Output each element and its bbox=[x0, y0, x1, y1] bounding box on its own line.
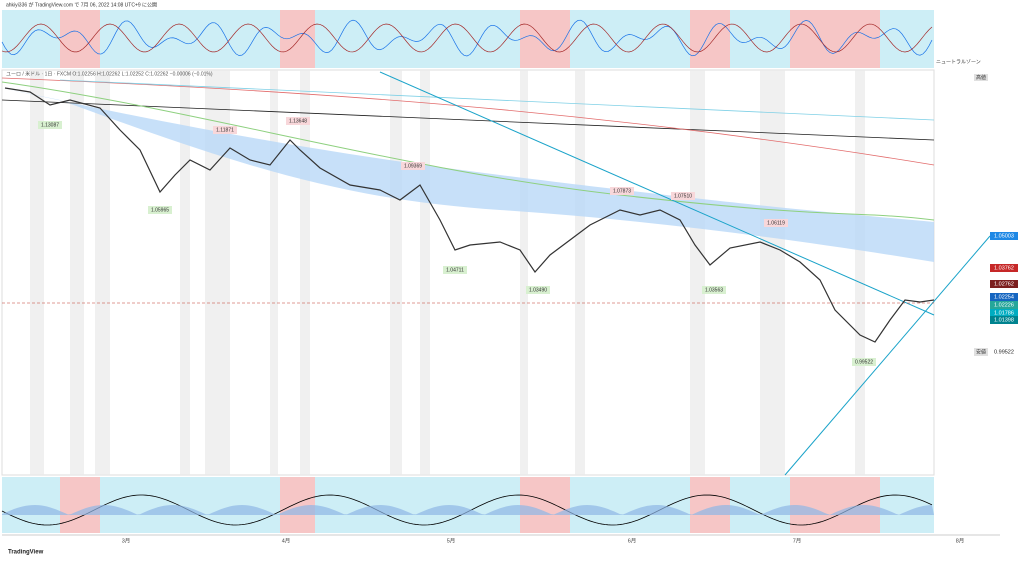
low-tag: 安値 bbox=[976, 348, 986, 355]
trend-line bbox=[784, 235, 991, 476]
time-label: 6月 bbox=[628, 537, 637, 544]
band bbox=[690, 10, 730, 68]
lower-area bbox=[2, 505, 934, 515]
ma-line bbox=[1, 77, 935, 166]
time-label: 5月 bbox=[447, 537, 456, 544]
time-label: 4月 bbox=[282, 537, 291, 544]
tag-label: 1.03490 bbox=[529, 287, 547, 293]
tag-label: 1.13648 bbox=[289, 118, 307, 124]
band bbox=[575, 70, 585, 475]
publisher: ahkiyi336 が TradingView.com で 7月 06, 202… bbox=[6, 1, 157, 8]
price-badge bbox=[990, 301, 1018, 309]
tag-box bbox=[764, 219, 788, 227]
band bbox=[790, 477, 880, 533]
price-axis: 1.05003 1.03762 1.02762 1.02254 1.02226 1.017… bbox=[974, 74, 1018, 356]
band bbox=[280, 10, 315, 68]
tag-box bbox=[286, 117, 310, 125]
price-label: 1.05003 bbox=[994, 233, 1014, 239]
time-label: 3月 bbox=[122, 537, 131, 544]
ma-line bbox=[59, 79, 935, 121]
ma-line bbox=[1, 81, 935, 221]
band bbox=[270, 70, 278, 475]
price-badge bbox=[990, 280, 1018, 288]
oscillator-line bbox=[1, 19, 933, 57]
band bbox=[520, 10, 570, 68]
band bbox=[30, 70, 44, 475]
price-label: 1.02226 bbox=[994, 302, 1014, 308]
price-badge bbox=[990, 293, 1018, 301]
band bbox=[690, 477, 730, 533]
price-badge bbox=[990, 316, 1018, 324]
tag-label: 1.11871 bbox=[216, 127, 234, 133]
oscillator-line bbox=[1, 23, 933, 53]
tag-box bbox=[974, 74, 988, 81]
oscillator-legend: ニュートラルゾーン bbox=[936, 59, 981, 65]
price-badge bbox=[990, 348, 1018, 356]
price-label: 1.01786 bbox=[994, 310, 1014, 316]
tag-label: 1.05965 bbox=[151, 207, 169, 213]
tag-box bbox=[852, 358, 876, 366]
tag-box bbox=[38, 121, 62, 129]
price-label: 1.01398 bbox=[994, 317, 1014, 323]
price-badge bbox=[990, 264, 1018, 272]
tag-label: 1.04711 bbox=[446, 267, 464, 273]
band bbox=[690, 70, 705, 475]
chart-tags: 1.13087 1.11871 1.13648 1.05965 1.09369 1.047… bbox=[38, 117, 876, 366]
tag-box bbox=[974, 348, 988, 356]
tag-label: 1.07873 bbox=[613, 188, 631, 194]
symbol-line: ユーロ / 米ドル · 1日 · FXCM O:1.02256 H:1.0226… bbox=[6, 70, 213, 77]
tag-box bbox=[671, 192, 695, 200]
tag-box bbox=[702, 286, 726, 294]
high-tag: 高値 bbox=[976, 74, 986, 81]
cloud-ribbon bbox=[2, 88, 934, 262]
trend-line bbox=[379, 71, 935, 316]
band bbox=[790, 10, 880, 68]
price-label: 1.02762 bbox=[994, 281, 1014, 287]
lower-panel bbox=[2, 477, 934, 533]
band bbox=[95, 70, 110, 475]
band bbox=[180, 70, 190, 475]
footer-logo: TradingView bbox=[8, 550, 44, 556]
band bbox=[60, 477, 100, 533]
tag-box bbox=[526, 286, 550, 294]
band bbox=[280, 477, 315, 533]
band bbox=[855, 70, 865, 475]
tag-box bbox=[213, 126, 237, 134]
price-label: 1.03762 bbox=[994, 265, 1014, 271]
time-label: 7月 bbox=[793, 537, 802, 544]
tag-label: 1.09369 bbox=[404, 163, 422, 169]
tag-box bbox=[401, 162, 425, 170]
band bbox=[420, 70, 430, 475]
band bbox=[70, 70, 84, 475]
tag-box bbox=[443, 266, 467, 274]
price-label: 1.02254 bbox=[994, 294, 1014, 300]
tag-label: 1.13087 bbox=[41, 122, 59, 128]
band bbox=[300, 70, 310, 475]
price-badge bbox=[990, 232, 1018, 240]
session-bands bbox=[30, 10, 880, 533]
main-panel bbox=[1, 69, 935, 476]
tag-label: 1.07510 bbox=[674, 193, 692, 199]
price-series bbox=[4, 87, 935, 343]
band bbox=[390, 70, 402, 475]
tag-box bbox=[148, 206, 172, 214]
time-label: 8月 bbox=[956, 537, 965, 544]
band bbox=[760, 70, 785, 475]
price-badge bbox=[990, 309, 1018, 317]
band bbox=[520, 70, 528, 475]
band bbox=[60, 10, 100, 68]
band bbox=[520, 477, 570, 533]
tag-box bbox=[610, 187, 634, 195]
price-label: 0.99522 bbox=[994, 349, 1014, 355]
tag-label: 0.99522 bbox=[855, 359, 873, 365]
oscillator-panel bbox=[2, 10, 934, 68]
tag-label: 1.03563 bbox=[705, 287, 723, 293]
tag-label: 1.06119 bbox=[767, 220, 785, 226]
